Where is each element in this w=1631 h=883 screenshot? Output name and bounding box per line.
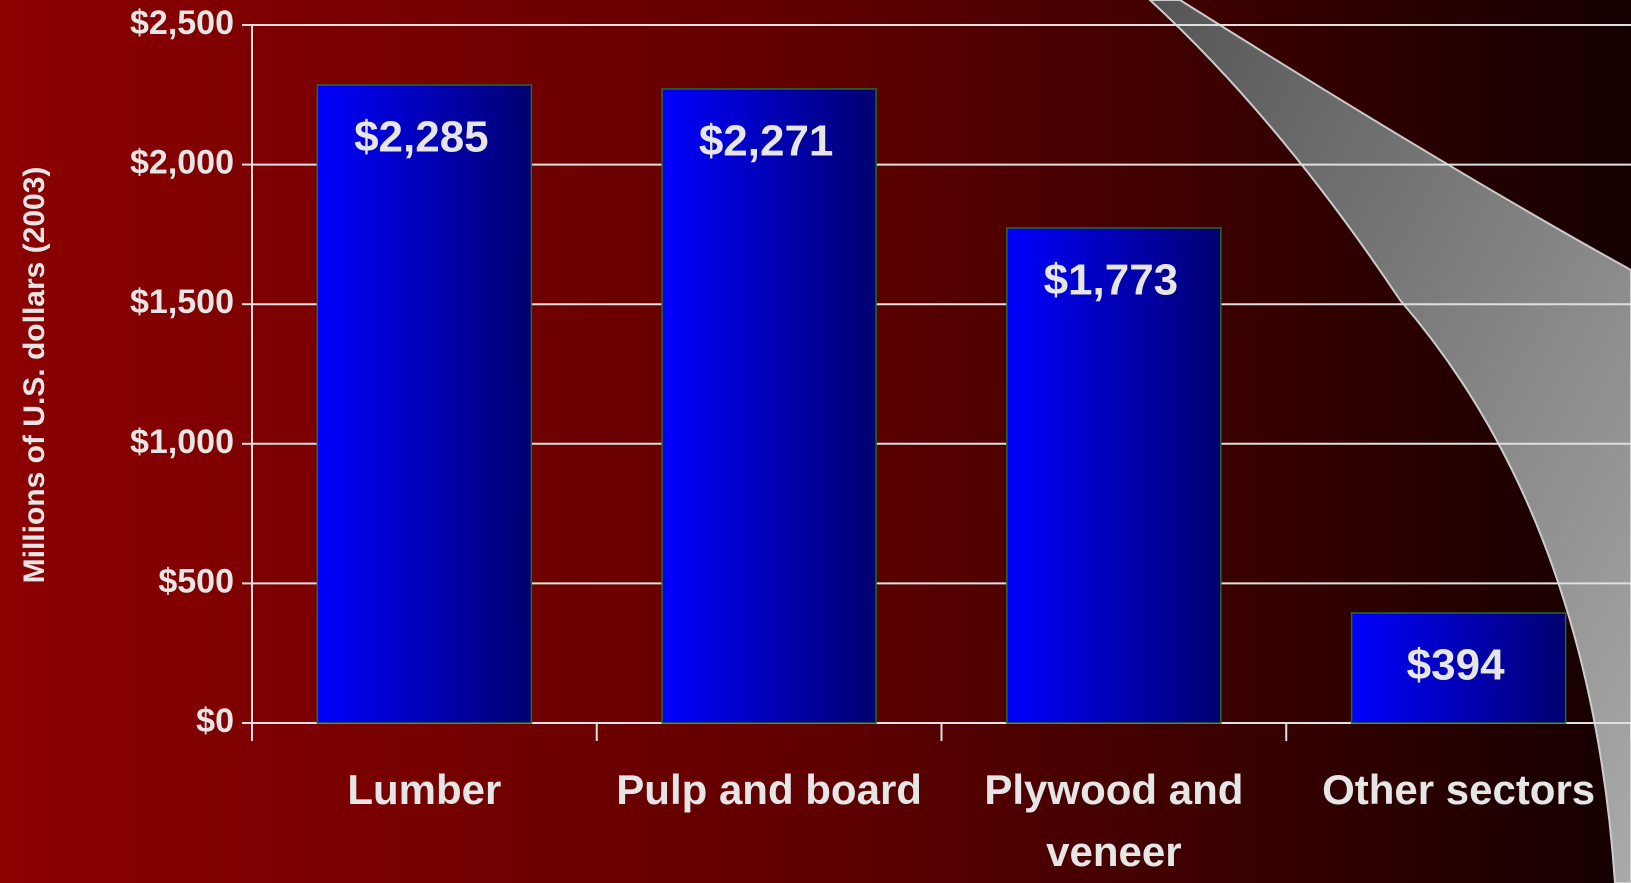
x-tick-label: Lumber: [347, 766, 502, 813]
y-tick-label: $2,500: [130, 4, 234, 42]
y-tick-label: $500: [158, 562, 234, 600]
bar: [661, 88, 877, 724]
value-label: $394: [1407, 641, 1505, 690]
y-axis-label: Millions of U.S. dollars (2003): [18, 167, 51, 584]
y-tick-label: $1,500: [130, 283, 234, 321]
bar: [1006, 227, 1222, 724]
bar: [1350, 612, 1567, 724]
x-tick-label: Other sectors: [1322, 766, 1596, 813]
x-tick-label: Pulp and board: [616, 766, 922, 813]
value-label: $2,285: [354, 113, 489, 162]
y-tick-label: $1,000: [130, 423, 234, 461]
bar: [316, 84, 533, 724]
x-tick-label: Plywood and veneer: [984, 766, 1244, 875]
y-tick-label: $0: [196, 702, 234, 740]
value-label: $1,773: [1044, 256, 1179, 305]
y-tick-label: $2,000: [130, 144, 234, 182]
value-label: $2,271: [699, 117, 834, 166]
